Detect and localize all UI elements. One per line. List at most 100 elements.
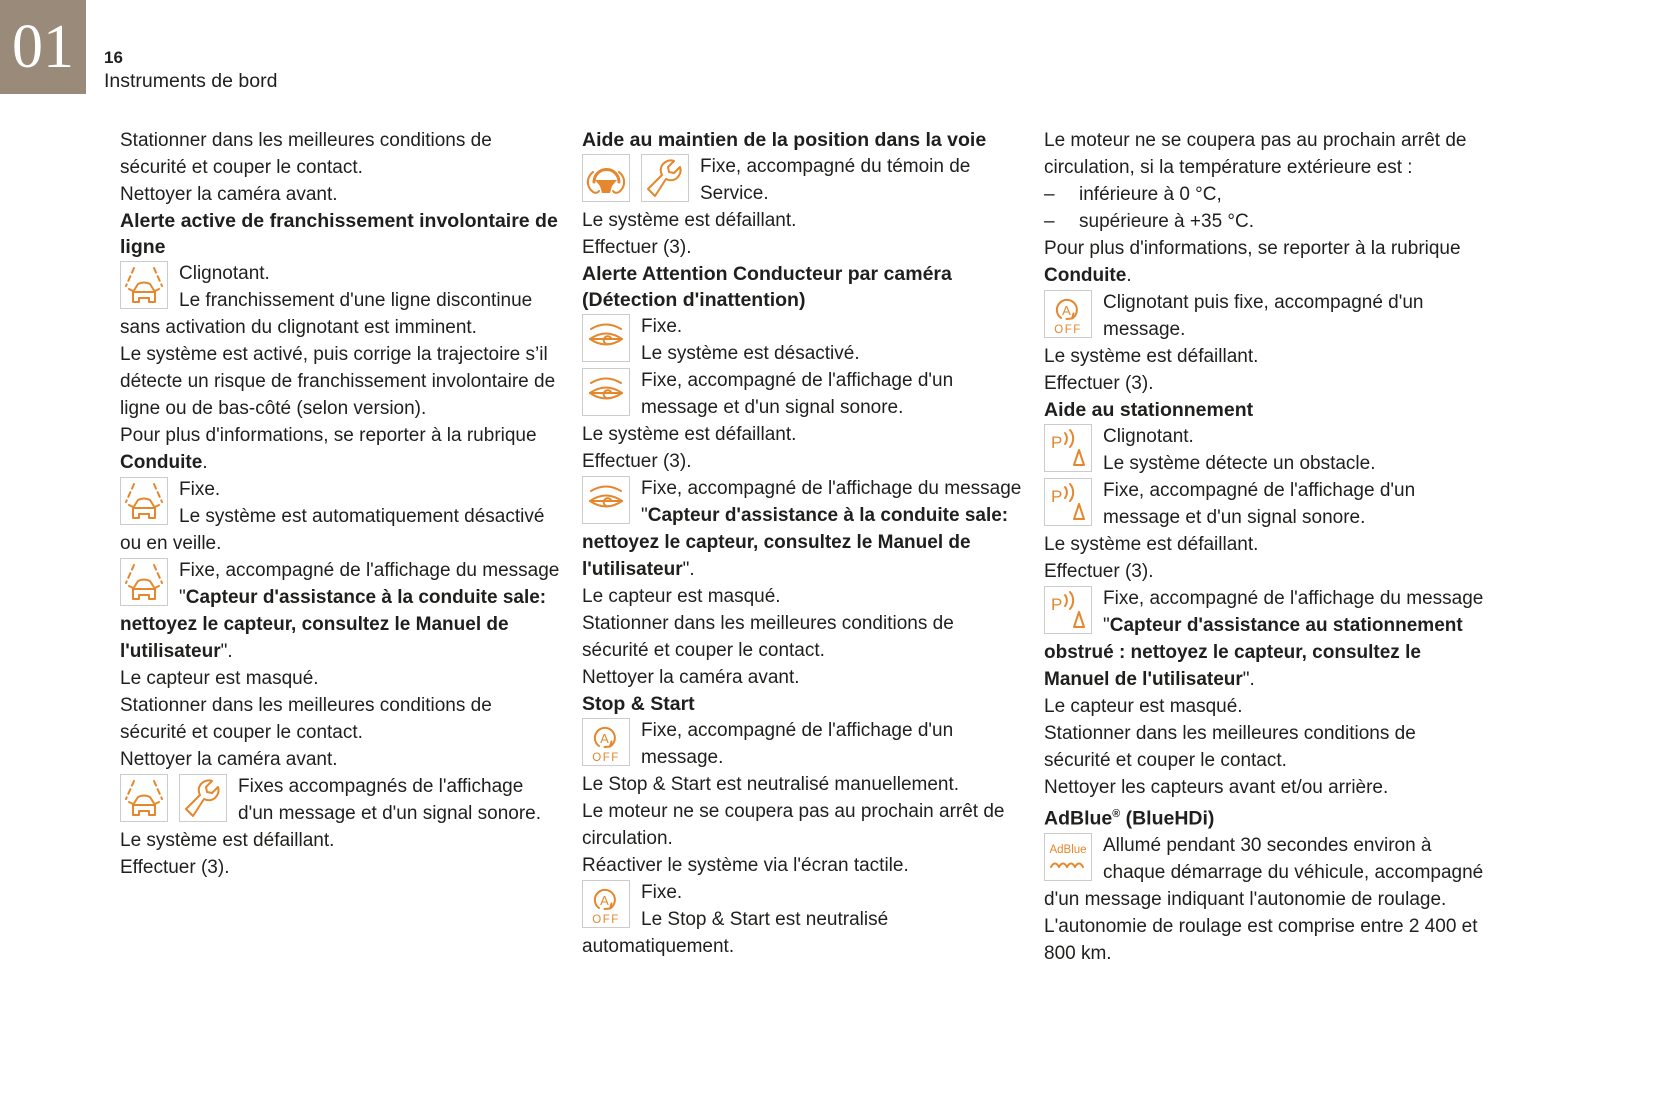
icon-letter: P [1051,433,1062,452]
indicator-description: Le Stop & Start est neutralisé automatiq… [582,909,889,957]
indicator-description: Fixe, accompagné de l'affichage d'un mes… [1103,480,1416,528]
icon-letter: A [600,893,609,908]
list-dash: – [1044,211,1055,232]
paragraph: Stationner dans les meilleures condition… [120,695,492,743]
indicator-block: Fixe, accompagné de l'affichage du messa… [120,557,560,665]
display-message: Capteur d'assistance au stationnement ob… [1044,615,1463,690]
indicator-block: Fixe, accompagné du témoin de Service. [582,153,1022,207]
paragraph: Nettoyer la caméra avant. [582,667,800,688]
service-wrench-icon [179,774,227,822]
paragraph: Le capteur est masqué. [582,586,781,607]
paragraph: Effectuer (3). [120,857,230,878]
indicator-block: A OFF Fixe. Le Stop & Start est neutrali… [582,879,1022,960]
service-wrench-icon [641,154,689,202]
lane-departure-warning-icon [120,558,168,606]
stop-start-off-icon: A OFF [582,718,630,766]
paragraph: L'autonomie de roulage est comprise entr… [1044,915,1478,964]
adblue-icon: AdBlue [1044,832,1092,881]
indicator-description: Fixe, accompagné de l'affichage du messa… [120,560,560,662]
indicator-block: AdBlue Allumé pendant 30 secondes enviro… [1044,832,1484,913]
parking-sensor-icon: P [1044,586,1092,634]
paragraph: Le moteur ne se coupera pas au prochain … [582,801,1005,849]
list-item: – inférieure à 0 °C, [1044,181,1484,208]
paragraph: Nettoyer les capteurs avant et/ou arrièr… [1044,777,1389,798]
indicator-block: P Fixe, accompagné de l'affichage du mes… [1044,585,1484,693]
section-heading: Alerte Attention Conducteur par caméra (… [582,263,952,311]
icon-off-label: OFF [592,752,620,764]
section-heading: Alerte active de franchissement involont… [120,210,558,258]
paragraph: Pour plus d'informations, se reporter à … [1044,238,1461,286]
indicator-description: Le franchissement d'une ligne discontinu… [120,290,533,338]
paragraph: Stationner dans les meilleures condition… [120,130,492,178]
paragraph: Pour plus d'informations, se reporter à … [120,425,537,473]
indicator-block: P Clignotant. Le système détecte un obst… [1044,423,1484,477]
column-1: Stationner dans les meilleures condition… [120,127,560,967]
bold-reference: Conduite [120,452,203,473]
indicator-description: Fixe, accompagné de l'affichage d'un mes… [641,720,954,768]
paragraph: Le système est défaillant. [582,210,797,231]
display-message: Capteur d'assistance à la conduite sale:… [120,587,547,662]
indicator-block: Fixes accompagnés de l'affichage d'un me… [120,773,560,827]
paragraph: Le système est défaillant. [120,830,335,851]
icon-adblue-label: AdBlue [1049,844,1086,856]
indicator-description: Fixe, accompagné de l'affichage du messa… [582,478,1022,580]
indicator-description: Fixe, accompagné de l'affichage d'un mes… [641,370,954,418]
stop-start-off-icon: A OFF [582,880,630,928]
indicator-block: Fixe, accompagné de l'affichage du messa… [582,475,1022,583]
icon-letter: A [1062,303,1071,318]
indicator-description: Fixes accompagnés de l'affichage d'un me… [238,776,542,824]
icon-off-label: OFF [592,914,620,926]
page-content: Stationner dans les meilleures condition… [120,127,1484,967]
paragraph: Le moteur ne se coupera pas au prochain … [1044,130,1467,178]
indicator-description: Clignotant puis fixe, accompagné d'un me… [1103,292,1424,340]
indicator-description: Le système est automatiquement désactivé… [120,506,545,554]
indicator-state: Fixe. [641,882,683,903]
stop-start-off-icon: A OFF [1044,290,1092,338]
paragraph: Effectuer (3). [1044,561,1154,582]
column-2: Aide au maintien de la position dans la … [582,127,1022,967]
parking-sensor-icon: P [1044,478,1092,526]
steering-wheel-hands-icon [582,154,630,202]
paragraph: Effectuer (3). [582,237,692,258]
lane-departure-warning-icon [120,774,168,822]
column-3: Le moteur ne se coupera pas au prochain … [1044,127,1484,967]
paragraph: Le Stop & Start est neutralisé manuellem… [582,774,960,795]
icon-letter: P [1051,487,1062,506]
list-dash: – [1044,184,1055,205]
section-heading: Aide au maintien de la position dans la … [582,129,987,151]
parking-sensor-icon: P [1044,424,1092,472]
paragraph: Le système est défaillant. [582,424,797,445]
indicator-description: Allumé pendant 30 secondes environ à cha… [1044,834,1484,910]
registered-mark: ® [1112,808,1121,820]
indicator-description: Fixe, accompagné du témoin de Service. [700,156,971,204]
indicator-block: Fixe. Le système est automatiquement dés… [120,476,560,557]
indicator-block: Fixe, accompagné de l'affichage d'un mes… [582,367,1022,421]
paragraph: Stationner dans les meilleures condition… [582,613,954,661]
section-title: Instruments de bord [104,70,278,92]
indicator-block: A OFF Fixe, accompagné de l'affichage d'… [582,717,1022,771]
indicator-block: A OFF Clignotant puis fixe, accompagné d… [1044,289,1484,343]
display-message: Capteur d'assistance à la conduite sale:… [582,505,1009,580]
indicator-description: Fixe, accompagné de l'affichage du messa… [1044,588,1484,690]
indicator-state: Fixe. [179,479,221,500]
chapter-number-box: 01 [0,0,86,94]
section-heading: Aide au stationnement [1044,399,1254,421]
section-heading: AdBlue® (BlueHDi) [1044,807,1215,830]
lane-departure-warning-icon [120,261,168,309]
indicator-block: Fixe. Le système est désactivé. [582,313,1022,367]
icon-letter: P [1051,595,1062,614]
section-heading: Stop & Start [582,693,695,715]
paragraph: Effectuer (3). [1044,373,1154,394]
list-item: – supérieure à +35 °C. [1044,208,1484,235]
indicator-block: Clignotant. Le franchissement d'une lign… [120,260,560,341]
indicator-state: Clignotant. [179,263,270,284]
paragraph: Stationner dans les meilleures condition… [1044,723,1416,771]
driver-attention-eye-icon [582,314,630,362]
indicator-description: Le système détecte un obstacle. [1103,453,1376,474]
indicator-block: P Fixe, accompagné de l'affichage d'un m… [1044,477,1484,531]
driver-attention-eye-icon [582,368,630,416]
indicator-description: Le système est désactivé. [641,343,860,364]
indicator-state: Fixe. [641,316,683,337]
page-number: 16 [104,48,123,67]
paragraph: Effectuer (3). [582,451,692,472]
